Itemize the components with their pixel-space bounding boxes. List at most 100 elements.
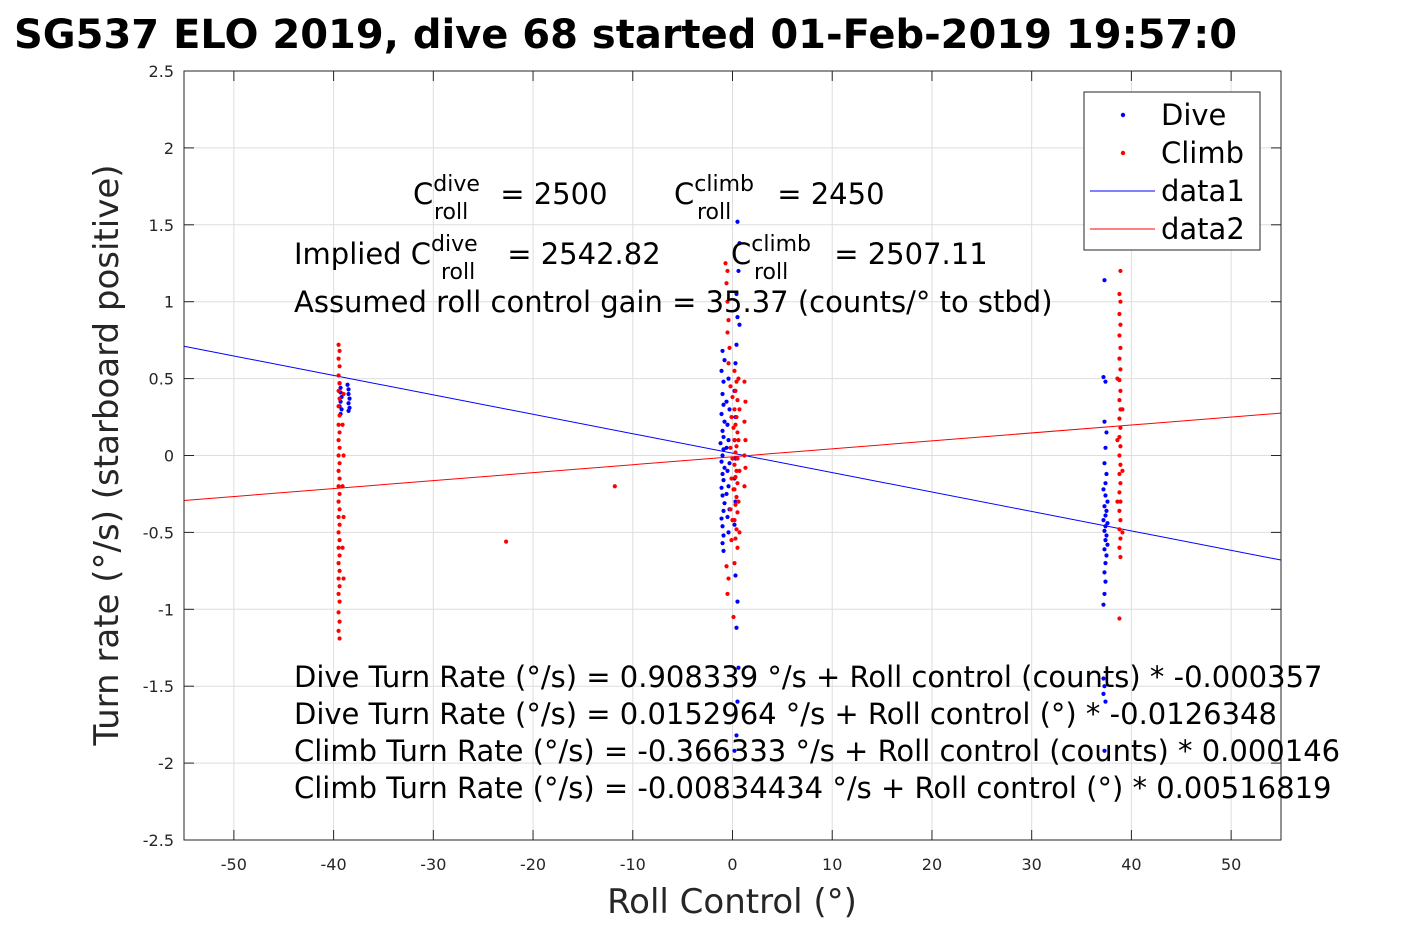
climb-point bbox=[726, 361, 731, 366]
climb-point bbox=[337, 348, 342, 354]
climb-point bbox=[737, 530, 742, 535]
climb-point bbox=[337, 553, 342, 558]
climb-point bbox=[336, 561, 341, 566]
legend-data2-label: data2 bbox=[1161, 212, 1245, 246]
climb-point bbox=[730, 456, 735, 461]
c-roll-climb-value: = 2450 bbox=[768, 177, 885, 211]
x-tick-label: -20 bbox=[520, 855, 546, 874]
climb-point bbox=[1118, 322, 1123, 327]
dive-point bbox=[1101, 602, 1106, 607]
dive-point bbox=[720, 428, 725, 433]
x-tick-label: -50 bbox=[221, 855, 247, 874]
x-tick-label: 0 bbox=[727, 855, 737, 874]
dive-point bbox=[720, 493, 725, 498]
climb-point bbox=[725, 268, 730, 274]
dive-point bbox=[719, 368, 724, 374]
climb-point bbox=[733, 502, 738, 507]
dive-point bbox=[722, 501, 727, 506]
climb-point bbox=[1118, 444, 1123, 449]
climb-point bbox=[733, 450, 738, 455]
dive-point bbox=[1104, 553, 1109, 558]
dive-point bbox=[1103, 481, 1108, 486]
dive-point bbox=[735, 599, 740, 604]
dive-point bbox=[720, 391, 725, 397]
climb-point bbox=[336, 342, 341, 347]
climb-point bbox=[726, 576, 731, 581]
c-roll-climb-base: C bbox=[674, 177, 694, 211]
climb-point bbox=[731, 487, 736, 492]
x-tick-label: -10 bbox=[620, 855, 646, 874]
y-tick-label: 1.5 bbox=[149, 216, 174, 235]
dive-point bbox=[727, 407, 732, 412]
climb-point bbox=[341, 391, 346, 397]
dive-point bbox=[1103, 561, 1108, 566]
climb-point bbox=[728, 445, 733, 450]
gain-annotation: Assumed roll control gain = 35.37 (count… bbox=[294, 285, 1053, 319]
y-tick-label: 1 bbox=[164, 293, 174, 312]
climb-point bbox=[1117, 453, 1122, 458]
climb-point bbox=[336, 591, 341, 597]
dive-point bbox=[735, 314, 740, 320]
climb-point bbox=[337, 396, 342, 401]
climb-point bbox=[337, 619, 342, 624]
dive-point bbox=[726, 376, 731, 381]
dive-point bbox=[726, 484, 731, 489]
climb-point bbox=[336, 576, 341, 581]
dive-point bbox=[1103, 699, 1108, 704]
legend-climb-marker bbox=[1120, 150, 1126, 156]
climb-point bbox=[723, 261, 728, 266]
climb-point bbox=[1118, 367, 1123, 372]
dive-point bbox=[720, 453, 725, 458]
climb-point bbox=[1118, 388, 1123, 394]
dive-point bbox=[720, 348, 725, 354]
x-tick-label: -30 bbox=[420, 855, 446, 874]
climb-point bbox=[1118, 481, 1123, 486]
climb-point bbox=[736, 376, 741, 381]
climb-point bbox=[337, 476, 342, 481]
climb-point bbox=[1117, 333, 1122, 338]
climb-point bbox=[1117, 471, 1122, 477]
dive-point bbox=[725, 514, 730, 520]
climb-point bbox=[1117, 527, 1122, 532]
climb-point bbox=[724, 281, 729, 286]
climb-point bbox=[336, 628, 341, 633]
climb-point bbox=[341, 453, 346, 458]
c-roll-dive-sub: roll bbox=[434, 200, 468, 225]
climb-point bbox=[1118, 299, 1123, 304]
dive-point bbox=[734, 625, 739, 630]
climb-point bbox=[743, 438, 748, 443]
dive-point bbox=[1101, 691, 1106, 696]
climb-point bbox=[731, 614, 736, 620]
legend-climb-label: Climb bbox=[1161, 136, 1244, 170]
dive-point bbox=[734, 291, 739, 297]
dive-point bbox=[736, 268, 741, 274]
climb-point bbox=[734, 379, 739, 384]
dive-point bbox=[1105, 499, 1110, 504]
climb-point bbox=[734, 527, 739, 532]
climb-point bbox=[736, 438, 741, 443]
dive-point bbox=[737, 322, 742, 327]
dive-point bbox=[719, 411, 724, 417]
y-tick-label: -1 bbox=[158, 600, 174, 619]
dive-point bbox=[1102, 684, 1107, 689]
climb-point bbox=[612, 484, 617, 489]
y-tick-label: 2.5 bbox=[149, 62, 174, 81]
legend-data1-label: data1 bbox=[1161, 174, 1245, 208]
dive-point bbox=[1103, 537, 1108, 543]
dive-point bbox=[721, 478, 726, 483]
chart-title: SG537 ELO 2019, dive 68 started 01-Feb-2… bbox=[14, 12, 1237, 58]
dive-point bbox=[1103, 524, 1108, 529]
climb-point bbox=[1118, 345, 1123, 350]
dive-point bbox=[1103, 513, 1108, 518]
fit-annotation-1: Dive Turn Rate (°/s) = 0.908339 °/s + Ro… bbox=[294, 660, 1322, 694]
implied-climb-value: = 2507.11 bbox=[825, 237, 988, 271]
dive-point bbox=[1102, 591, 1107, 597]
climb-point bbox=[735, 481, 740, 486]
climb-point bbox=[733, 536, 738, 541]
dive-point bbox=[720, 524, 725, 529]
climb-point bbox=[734, 414, 739, 420]
climb-point bbox=[732, 368, 737, 374]
climb-point bbox=[1118, 462, 1123, 467]
dive-point bbox=[1102, 528, 1107, 533]
dive-point bbox=[1101, 517, 1106, 523]
